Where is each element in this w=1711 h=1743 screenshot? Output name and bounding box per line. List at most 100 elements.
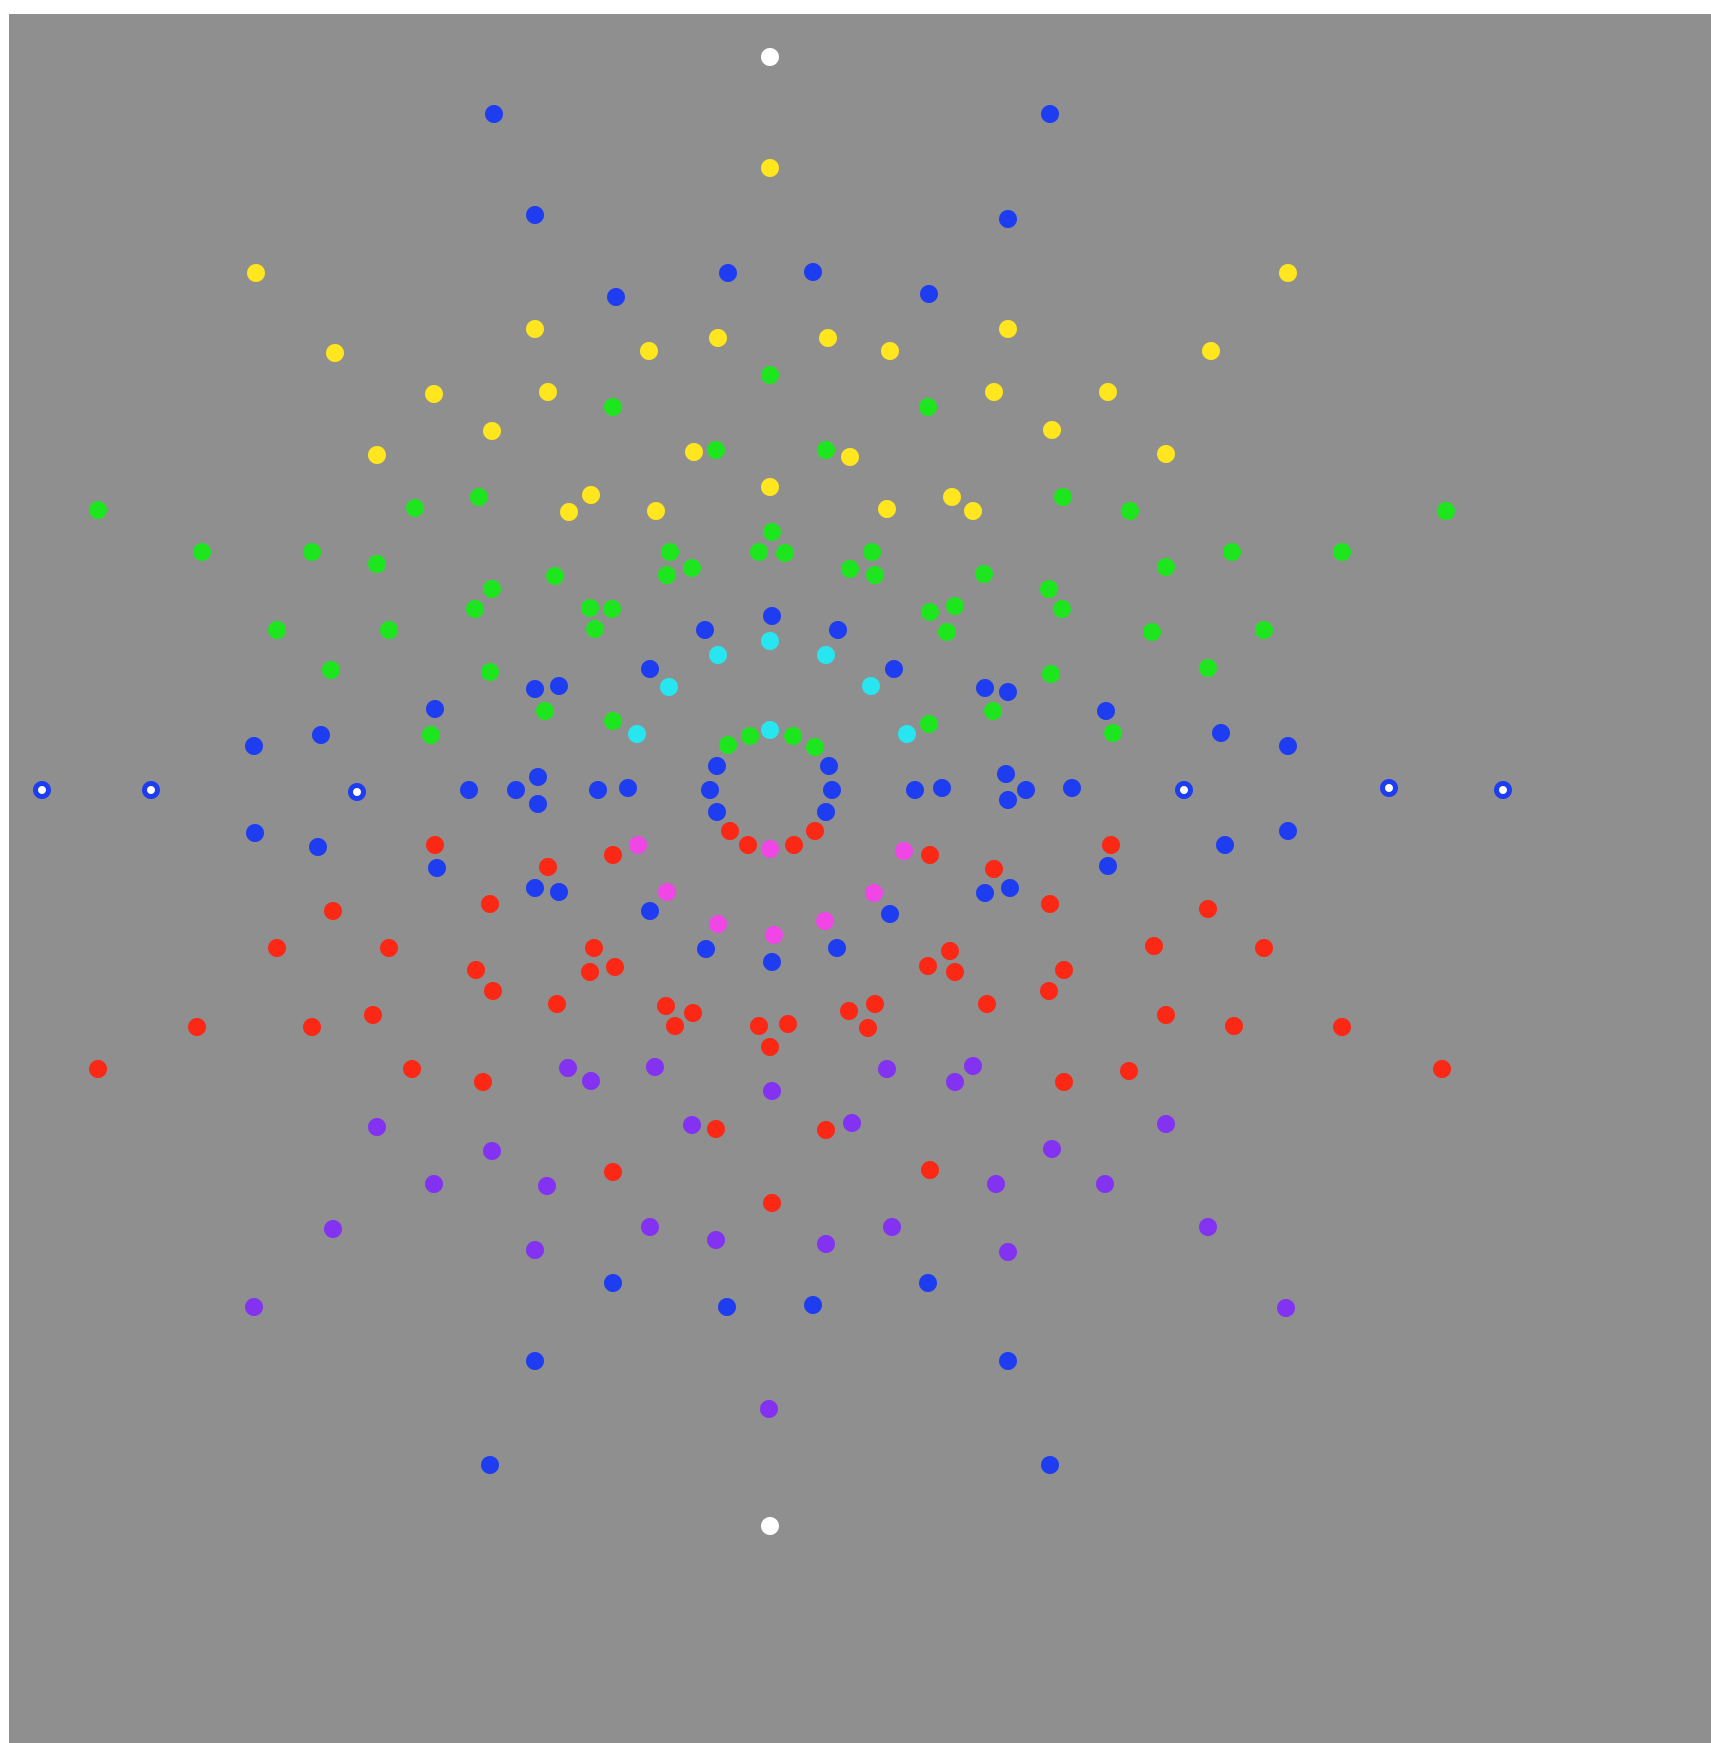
red-dot: [946, 963, 964, 981]
blue-dot: [719, 264, 737, 282]
cyan-dot: [709, 646, 727, 664]
green-dot: [817, 441, 835, 459]
yellow-dot: [1043, 421, 1061, 439]
purple-dot: [538, 1177, 556, 1195]
green-dot: [806, 738, 824, 756]
blue-dot: [550, 677, 568, 695]
purple-dot: [559, 1059, 577, 1077]
blue-dot: [718, 1298, 736, 1316]
blue-dot: [823, 781, 841, 799]
blue-dot: [246, 824, 264, 842]
purple-dot: [999, 1243, 1017, 1261]
white-dot: [761, 1517, 779, 1535]
blue-dot: [641, 660, 659, 678]
purple-dot: [817, 1235, 835, 1253]
yellow-dot: [881, 342, 899, 360]
green-dot: [483, 580, 501, 598]
blue-dot: [460, 781, 478, 799]
dot-layer: [33, 48, 1512, 1535]
red-dot: [89, 1060, 107, 1078]
red-dot: [585, 939, 603, 957]
blue-ring-dot: [33, 781, 51, 799]
yellow-dot: [326, 344, 344, 362]
red-dot: [657, 997, 675, 1015]
green-dot: [919, 398, 937, 416]
green-dot: [303, 543, 321, 561]
blue-dot: [529, 768, 547, 786]
purple-dot: [368, 1118, 386, 1136]
yellow-dot: [560, 503, 578, 521]
yellow-dot: [761, 478, 779, 496]
magenta-dot: [865, 884, 883, 902]
blue-dot: [920, 285, 938, 303]
green-dot: [658, 566, 676, 584]
green-dot: [741, 727, 759, 745]
red-dot: [763, 1194, 781, 1212]
magenta-dot: [895, 842, 913, 860]
green-dot: [603, 600, 621, 618]
green-dot: [193, 543, 211, 561]
blue-dot: [999, 210, 1017, 228]
red-dot: [721, 822, 739, 840]
green-dot: [946, 597, 964, 615]
red-dot: [919, 957, 937, 975]
red-dot: [921, 1161, 939, 1179]
green-dot: [380, 621, 398, 639]
yellow-dot: [582, 486, 600, 504]
red-dot: [666, 1017, 684, 1035]
green-dot: [1157, 558, 1175, 576]
red-dot: [606, 958, 624, 976]
red-dot: [684, 1004, 702, 1022]
green-dot: [368, 555, 386, 573]
green-dot: [1199, 659, 1217, 677]
red-dot: [859, 1019, 877, 1037]
green-dot: [470, 488, 488, 506]
red-dot: [426, 836, 444, 854]
blue-dot: [245, 737, 263, 755]
yellow-dot: [526, 320, 544, 338]
green-dot: [921, 603, 939, 621]
blue-dot: [763, 953, 781, 971]
green-dot: [406, 499, 424, 517]
red-dot: [268, 939, 286, 957]
red-dot: [978, 995, 996, 1013]
red-dot: [581, 963, 599, 981]
yellow-dot: [1279, 264, 1297, 282]
red-dot: [324, 902, 342, 920]
red-dot: [364, 1006, 382, 1024]
green-dot: [422, 726, 440, 744]
yellow-dot: [964, 502, 982, 520]
blue-dot: [976, 679, 994, 697]
green-dot: [1040, 580, 1058, 598]
red-dot: [403, 1060, 421, 1078]
green-dot: [975, 565, 993, 583]
cyan-dot: [660, 678, 678, 696]
red-dot: [817, 1121, 835, 1139]
red-dot: [484, 982, 502, 1000]
red-dot: [1333, 1018, 1351, 1036]
blue-dot: [428, 859, 446, 877]
blue-dot: [1001, 879, 1019, 897]
blue-dot: [697, 940, 715, 958]
red-dot: [1157, 1006, 1175, 1024]
red-dot: [1055, 1073, 1073, 1091]
purple-dot: [1277, 1299, 1295, 1317]
blue-dot: [817, 803, 835, 821]
blue-dot: [708, 757, 726, 775]
gray-panel: [9, 14, 1711, 1743]
white-dot: [761, 48, 779, 66]
blue-dot: [999, 791, 1017, 809]
red-dot: [604, 1163, 622, 1181]
yellow-dot: [709, 329, 727, 347]
yellow-dot: [368, 446, 386, 464]
blue-dot: [526, 879, 544, 897]
red-dot: [1120, 1062, 1138, 1080]
blue-dot: [1041, 1456, 1059, 1474]
green-dot: [761, 366, 779, 384]
blue-ring-dot: [142, 781, 160, 799]
green-dot: [604, 398, 622, 416]
blue-dot: [481, 1456, 499, 1474]
yellow-dot: [1202, 342, 1220, 360]
cyan-dot: [761, 632, 779, 650]
